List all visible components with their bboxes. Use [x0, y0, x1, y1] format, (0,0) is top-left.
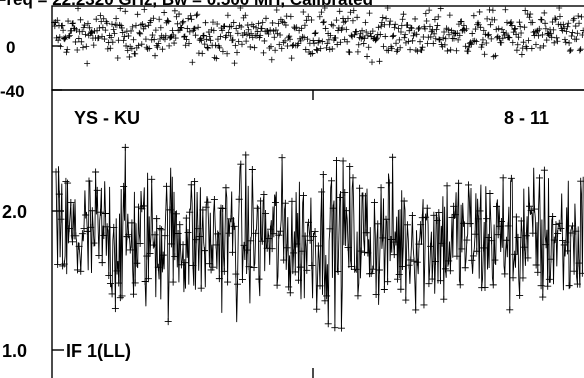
amp-ytick-label-1: 1.0 [2, 341, 27, 361]
amplitude-panel: 2.0 1.0 YS - KU 8 - 11 IF 1(LL) [2, 89, 584, 378]
phase-panel: 0 -40 [0, 5, 584, 101]
time-range-label: 8 - 11 [504, 108, 549, 128]
if-label: IF 1(LL) [66, 341, 131, 361]
amplitude-data-series [52, 143, 584, 332]
phase-ytick-label-0: 0 [6, 38, 15, 57]
phase-plus-markers [51, 5, 584, 67]
phase-ytick-label-minus40: -40 [0, 82, 25, 101]
plot-header-title: Freq = 22.2320 GHz, Bw = 0.500 MH, Calib… [0, 0, 373, 9]
amplitude-panel-frame [51, 89, 584, 378]
amp-ytick-label-2: 2.0 [2, 202, 27, 222]
baseline-label: YS - KU [74, 108, 140, 128]
phase-data-points [51, 5, 584, 67]
amplitude-series-line [55, 147, 584, 329]
amplitude-plus-markers [52, 143, 584, 332]
